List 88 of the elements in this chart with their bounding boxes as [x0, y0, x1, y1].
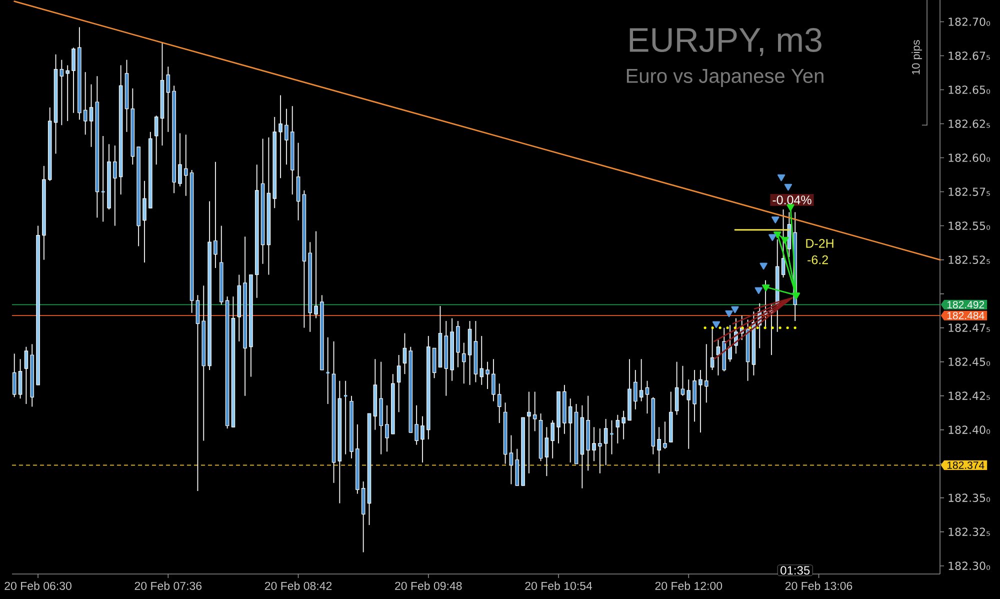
annotation: D-2H	[806, 238, 834, 248]
candlestick	[674, 361, 679, 416]
x-tick-label: 20 Feb 10:54	[525, 582, 592, 590]
candlestick	[196, 294, 200, 492]
candlestick	[544, 426, 549, 477]
y-tick-label: 182.55₀	[948, 222, 990, 230]
annotation: 10 pips	[912, 40, 922, 74]
y-tick-label: 182.47₅	[948, 324, 990, 332]
y-tick-label: 182.40₀	[948, 426, 990, 434]
annotation: -0.04%	[772, 196, 812, 204]
candlestick	[166, 66, 170, 132]
candlestick	[154, 115, 158, 166]
candlestick	[639, 358, 644, 402]
x-tick-label: 20 Feb 07:36	[134, 582, 202, 590]
candlestick	[24, 346, 28, 404]
candlestick	[214, 161, 218, 268]
ref-line-label: 182.484	[947, 312, 984, 320]
x-tick-label: 20 Feb 13:06	[785, 582, 852, 590]
candlestick	[645, 380, 650, 414]
candlestick	[781, 209, 786, 278]
candlestick	[184, 134, 188, 196]
candlestick	[18, 358, 22, 399]
y-tick-label: 182.32₅	[948, 528, 990, 536]
candlestick	[314, 230, 318, 319]
candlestick	[616, 414, 620, 444]
x-tick-label: 20 Feb 12:00	[655, 582, 722, 590]
y-tick-label: 182.60₀	[948, 154, 990, 162]
candlestick	[509, 434, 514, 485]
y-tick-label: 182.57₅	[948, 188, 990, 196]
y-tick-label: 182.35₀	[948, 494, 990, 502]
candlestick	[414, 404, 418, 446]
text: Euro vs Japanese Yen	[626, 69, 824, 87]
annotation: -6.2	[808, 255, 828, 264]
x-tick-label: 20 Feb 08:42	[264, 582, 332, 590]
candlestick	[704, 344, 708, 404]
text: EURJPY, m3	[630, 28, 822, 56]
candlestick	[598, 428, 602, 474]
candlestick	[385, 404, 389, 452]
candlestick	[402, 332, 407, 374]
candlestick	[716, 338, 720, 376]
candlestick	[12, 353, 16, 398]
candlestick	[497, 383, 502, 424]
candlestick	[486, 361, 490, 390]
y-tick-label: 182.45₀	[948, 358, 990, 366]
candlestick	[686, 379, 691, 450]
candlestick	[527, 391, 531, 474]
ref-line-label: 182.374	[947, 461, 984, 469]
candlestick	[604, 418, 608, 466]
candlestick	[698, 370, 702, 433]
candlestick	[532, 391, 537, 432]
candlestick	[66, 64, 70, 122]
candlestick	[142, 180, 146, 263]
candlestick	[492, 358, 496, 402]
y-tick-label: 182.42₅	[948, 392, 990, 400]
y-tick-label: 182.52₅	[948, 256, 990, 264]
candlestick	[278, 94, 282, 179]
x-tick-label: 20 Feb 09:48	[395, 582, 462, 590]
candlestick	[480, 336, 484, 386]
annotation: 01:35	[780, 566, 810, 575]
candlestick	[692, 370, 696, 422]
ref-line-label: 182.492	[947, 300, 984, 308]
candlestick	[178, 132, 182, 187]
candlestick	[72, 47, 76, 114]
candlestick	[60, 59, 64, 126]
y-tick-label: 182.30₀	[948, 562, 990, 570]
candlestick	[680, 365, 685, 396]
candlestick	[462, 342, 466, 384]
y-tick-label: 182.65₀	[948, 86, 990, 94]
x-tick-label: 20 Feb 06:30	[4, 582, 72, 590]
candlestick	[592, 426, 596, 462]
candlestick	[284, 108, 288, 166]
candlestick	[343, 380, 348, 455]
candlestick	[550, 420, 555, 459]
candlestick	[728, 324, 732, 362]
candlestick	[420, 416, 424, 463]
candlestick	[100, 136, 106, 222]
candlestick	[634, 370, 638, 410]
candlestick	[83, 72, 88, 136]
candlestick	[568, 398, 572, 463]
candlestick	[113, 145, 117, 226]
candlestick	[663, 421, 667, 450]
candlestick	[396, 354, 401, 413]
candlestick	[622, 410, 626, 440]
candlestick	[89, 84, 94, 148]
y-tick-label: 182.62₅	[948, 120, 990, 128]
y-tick-label: 182.70₀	[948, 18, 990, 26]
y-tick-label: 182.67₅	[948, 52, 990, 60]
candlestick	[657, 426, 661, 474]
